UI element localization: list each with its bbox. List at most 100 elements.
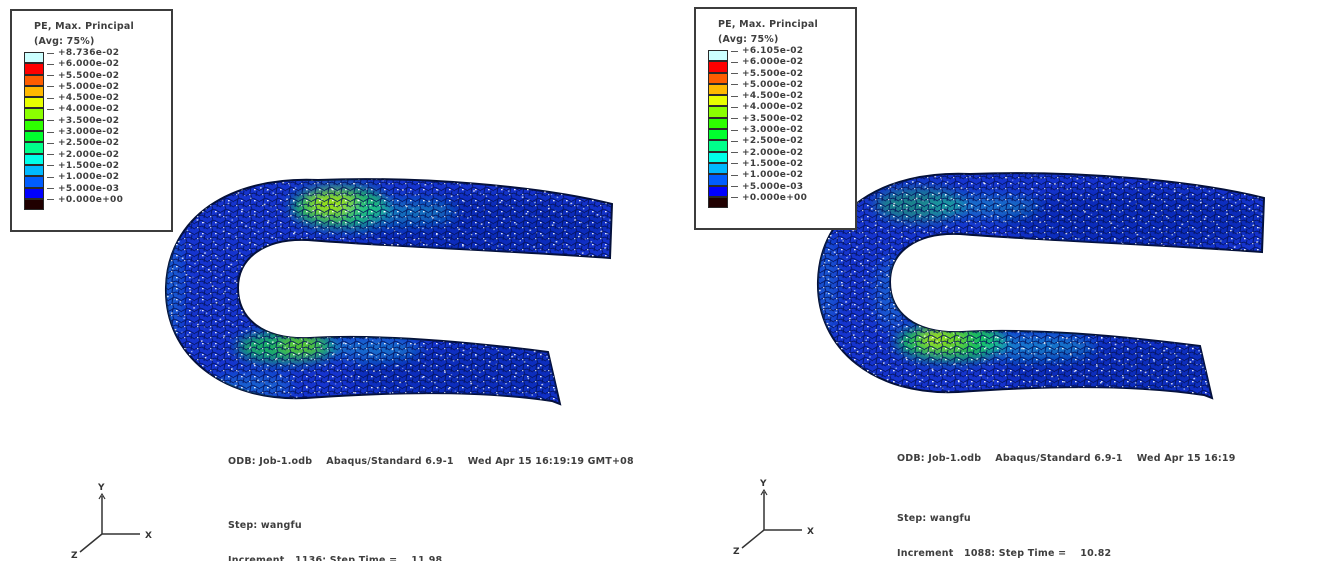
legend-swatch: [708, 162, 728, 175]
legend-value: +1.000e-02: [742, 170, 804, 181]
legend-swatch: [708, 174, 728, 186]
legend-subtitle: (Avg: 75%): [718, 34, 779, 45]
legend-entry: +5.000e-02: [708, 80, 855, 96]
legend-tick: [731, 61, 738, 63]
legend-entry: +0.000e+00: [24, 195, 171, 211]
increment-line: Increment 1136: Step Time = 11.98: [228, 554, 443, 561]
odb-title-line: ODB: Job-1.odb Abaqus/Standard 6.9-1 Wed…: [228, 456, 634, 467]
legend-tick: [47, 52, 54, 54]
legend-value: +4.000e-02: [742, 102, 804, 113]
legend-entry: +6.000e-02: [24, 59, 171, 75]
legend-swatch: [708, 140, 728, 152]
legend-entry: +5.500e-02: [708, 69, 855, 85]
legend-swatch: [24, 164, 44, 177]
legend-entry: +4.000e-02: [708, 102, 855, 118]
legend-entry: +5.000e-03: [708, 182, 855, 198]
legend-value: +2.500e-02: [742, 136, 804, 147]
viewport-right: PE, Max. Principal (Avg: 75%) +6.105e-02…: [666, 0, 1332, 561]
legend-value: +4.500e-02: [58, 93, 120, 104]
legend-tick: [731, 50, 738, 52]
legend-tick: [731, 118, 738, 120]
legend-value: +5.000e-02: [58, 81, 120, 92]
legend-tick: [47, 120, 54, 122]
legend-entry: +0.000e+00: [708, 193, 855, 209]
legend-value: +4.000e-02: [58, 104, 120, 115]
step-line: Step: wangfu: [897, 513, 971, 525]
legend-swatch: [708, 196, 728, 209]
deformed-mesh-right[interactable]: [652, 0, 1318, 561]
legend-swatch: [708, 106, 728, 118]
step-line: Step: wangfu: [228, 520, 302, 532]
legend-subtitle: (Avg: 75%): [34, 36, 95, 47]
legend-value: +3.000e-02: [58, 127, 120, 138]
contour-legend-left: PE, Max. Principal (Avg: 75%) +8.736e-02…: [10, 9, 173, 232]
legend-entry: +8.736e-02: [24, 48, 171, 64]
legend-swatch: [24, 142, 44, 154]
legend-value: +3.500e-02: [742, 113, 804, 124]
legend-tick: [47, 75, 54, 77]
legend-entry: +4.500e-02: [24, 93, 171, 109]
legend-swatch: [24, 85, 44, 98]
legend-value: +8.736e-02: [58, 48, 120, 58]
legend-swatch: [708, 185, 728, 197]
legend-tick: [731, 197, 738, 199]
legend-tick: [47, 188, 54, 190]
legend-swatch: [24, 63, 44, 75]
legend-value: +1.500e-02: [58, 160, 120, 171]
legend-tick: [47, 199, 54, 201]
legend-tick: [731, 152, 738, 154]
legend-swatch: [708, 151, 728, 163]
legend-value: +3.500e-02: [58, 115, 120, 126]
legend-entry: +2.500e-02: [24, 138, 171, 154]
legend-title: PE, Max. Principal: [718, 19, 818, 30]
legend-entry: +2.500e-02: [708, 136, 855, 152]
legend-value: +1.500e-02: [742, 158, 804, 169]
legend-swatch: [24, 153, 44, 165]
legend-scale: +8.736e-02 +6.000e-02 +5.500e-02 +5.000e…: [24, 48, 171, 211]
legend-swatch: [24, 74, 44, 86]
legend-value: +6.000e-02: [742, 57, 804, 68]
legend-tick: [47, 154, 54, 156]
legend-tick: [47, 108, 54, 110]
legend-scale: +6.105e-02 +6.000e-02 +5.500e-02 +5.000e…: [708, 46, 855, 209]
legend-entry: +6.000e-02: [708, 57, 855, 73]
legend-entry: +5.500e-02: [24, 71, 171, 87]
legend-tick: [47, 176, 54, 178]
deformed-mesh-left[interactable]: [0, 0, 666, 561]
legend-entry: +3.500e-02: [708, 114, 855, 130]
legend-tick: [731, 140, 738, 142]
view-triad-left: Y X Z: [71, 483, 152, 560]
legend-swatch: [24, 176, 44, 188]
triad-x-label: X: [807, 527, 814, 537]
legend-tick: [731, 186, 738, 188]
legend-entry: +4.500e-02: [708, 91, 855, 107]
view-triad-right: Y X Z: [733, 479, 814, 556]
legend-swatch: [24, 198, 44, 211]
legend-entry: +2.000e-02: [708, 148, 855, 164]
triad-y-label: Y: [97, 483, 105, 493]
legend-entry: +5.000e-02: [24, 82, 171, 98]
triad-z-label: Z: [733, 547, 740, 556]
legend-value: +3.000e-02: [742, 125, 804, 136]
legend-swatch: [708, 117, 728, 130]
legend-swatch: [24, 52, 44, 64]
legend-entry: +1.500e-02: [708, 159, 855, 175]
legend-entry: +3.500e-02: [24, 116, 171, 132]
viewport-left: PE, Max. Principal (Avg: 75%) +8.736e-02…: [0, 0, 666, 561]
legend-tick: [731, 84, 738, 86]
legend-tick: [47, 165, 54, 167]
triad-y-label: Y: [759, 479, 767, 489]
legend-value: +0.000e+00: [742, 192, 808, 203]
legend-tick: [731, 129, 738, 131]
legend-entry: +5.000e-03: [24, 184, 171, 200]
legend-swatch: [24, 187, 44, 199]
legend-entry: +6.105e-02: [708, 46, 855, 62]
legend-tick: [47, 131, 54, 133]
odb-title-line: ODB: Job-1.odb Abaqus/Standard 6.9-1 Wed…: [897, 453, 1236, 464]
legend-title: PE, Max. Principal: [34, 21, 134, 32]
legend-value: +5.000e-02: [742, 79, 804, 90]
legend-tick: [731, 73, 738, 75]
increment-line: Increment 1088: Step Time = 10.82: [897, 547, 1112, 559]
legend-value: +1.000e-02: [58, 172, 120, 183]
